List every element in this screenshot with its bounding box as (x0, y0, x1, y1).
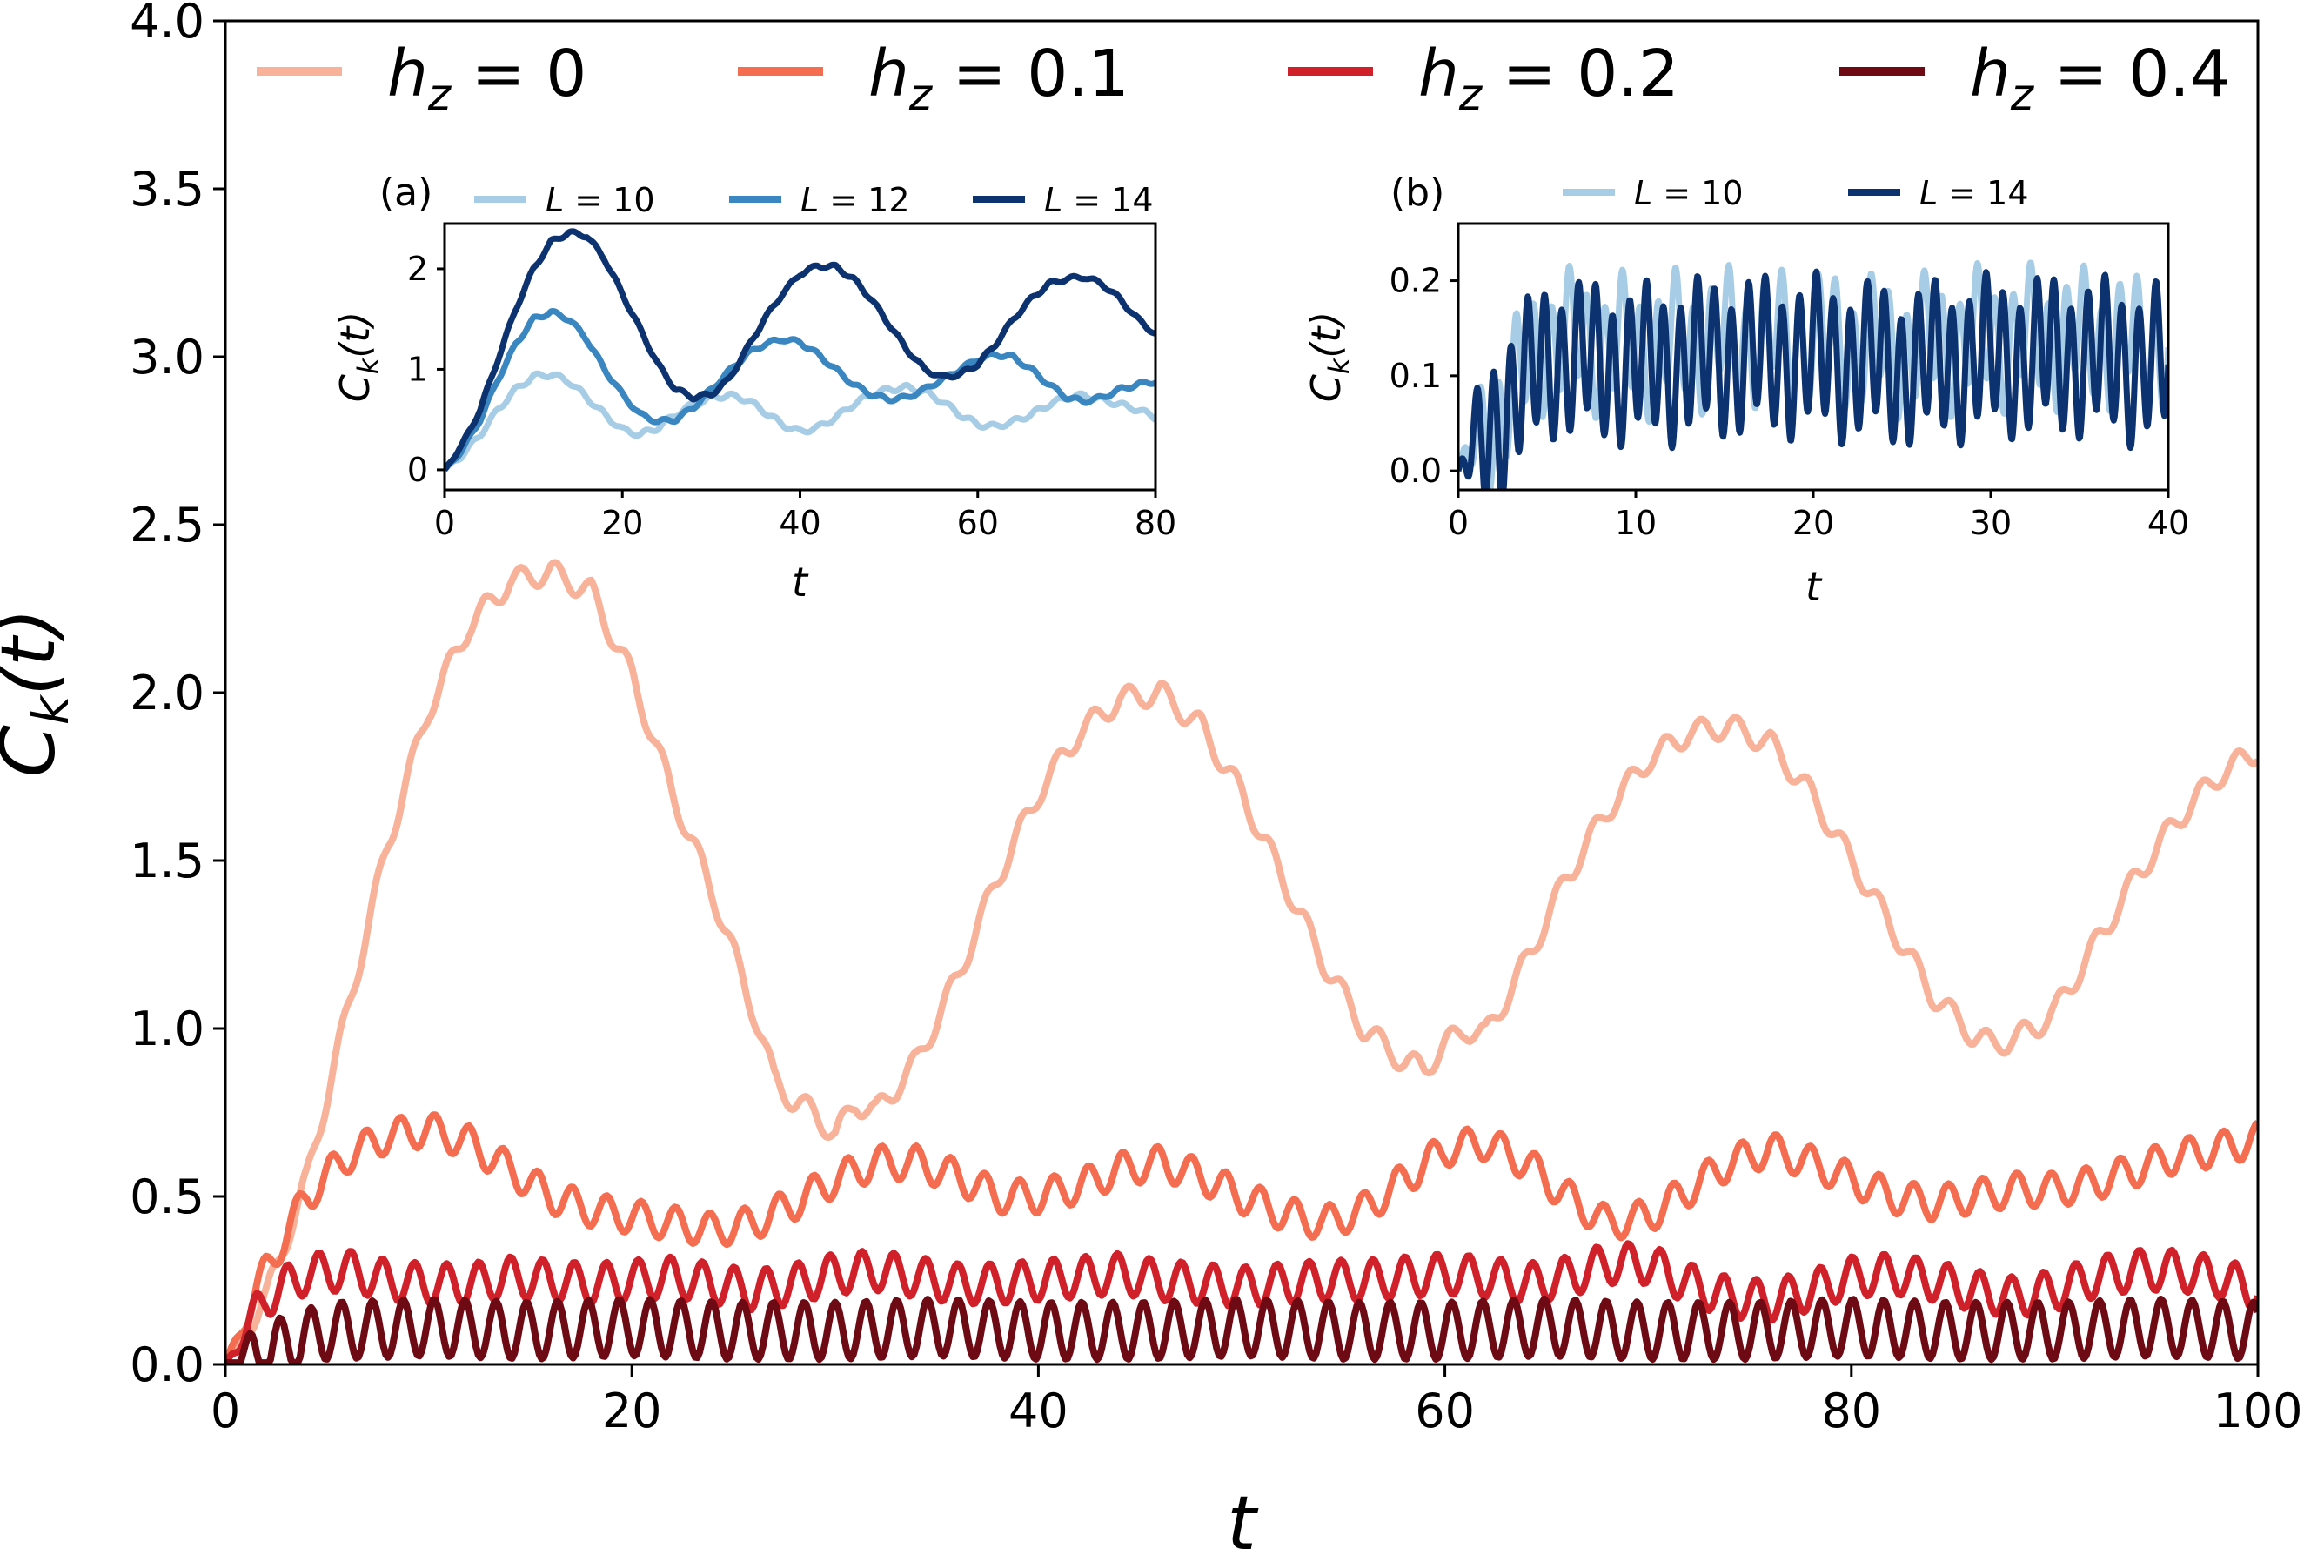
y-tick-label: 1.0 (130, 1002, 204, 1056)
x-tick-label: 20 (602, 1384, 662, 1438)
series-line-L14 (1458, 268, 2168, 490)
y-tick-label: 0.1 (1390, 357, 1442, 395)
x-tick-label: 80 (1135, 504, 1176, 542)
legend-label: hz = 0.4 (1970, 37, 2231, 120)
y-tick-label: 0.2 (1390, 262, 1442, 300)
legend-label: L = 10 (1634, 174, 1744, 212)
inset-a-y-ticks: 0 1 2 (407, 250, 445, 489)
legend-label: hz = 0.1 (868, 37, 1129, 120)
series-line-hz04 (225, 1295, 2258, 1364)
main-x-axis-label: t (1227, 1480, 1259, 1567)
x-tick-label: 20 (601, 504, 643, 542)
x-tick-label: 40 (779, 504, 820, 542)
inset-a-x-ticks: 0 20 40 60 80 (434, 490, 1176, 542)
inset-a-y-axis-label: Ck(t) (332, 312, 385, 403)
x-tick-label: 30 (1970, 504, 2012, 542)
y-tick-label: 2 (407, 250, 428, 288)
inset-a-panel-label: (a) (379, 171, 432, 215)
y-tick-label: 0 (407, 451, 428, 489)
inset-a-x-axis-label: t (792, 559, 809, 606)
inset-a-series-layer (445, 228, 1155, 472)
series-line-hz01 (225, 1111, 2258, 1364)
inset-b-y-axis-label: Ck(t) (1303, 312, 1356, 403)
y-tick-label: 3.0 (130, 330, 204, 385)
series-line-L10 (445, 370, 1155, 472)
main-series-layer (225, 559, 2258, 1364)
series-line-L14 (445, 228, 1155, 472)
inset-b-panel-label: (b) (1390, 171, 1444, 215)
x-tick-label: 10 (1615, 504, 1657, 542)
legend-label: L = 10 (546, 181, 655, 219)
y-tick-label: 2.0 (130, 666, 204, 720)
inset-b-y-ticks: 0.0 0.1 0.2 (1390, 262, 1458, 490)
y-tick-label: 4.0 (130, 0, 204, 49)
inset-a-background (445, 224, 1155, 490)
y-tick-label: 3.5 (130, 162, 204, 217)
main-y-ticks: 0.0 0.5 1.0 1.5 2.0 2.5 3.0 3.5 4.0 (130, 0, 225, 1392)
main-y-axis-label: Ck(t) (0, 608, 80, 777)
inset-b-axes: 0 10 20 30 40 0.00.10.2 (b) t Ck(t) L = 10 L … (1303, 171, 2189, 610)
inset-a-legend: L = 10 L = 12 L = 14 (474, 181, 1154, 219)
legend-label: L = 14 (1919, 174, 2029, 212)
legend-label: L = 14 (1044, 181, 1154, 219)
y-tick-label: 2.5 (130, 498, 204, 553)
y-tick-label: 1 (407, 350, 428, 388)
x-tick-label: 0 (434, 504, 455, 542)
legend-label: L = 12 (800, 181, 910, 219)
inset-b-legend: L = 10 L = 14 (1563, 174, 2029, 212)
main-legend: hz = 0 hz = 0.1 hz = 0.2 hz = 0.4 (257, 37, 2231, 120)
y-tick-label: 0.0 (1390, 452, 1442, 490)
x-tick-label: 20 (1792, 504, 1834, 542)
x-tick-label: 60 (1415, 1384, 1475, 1438)
series-line-hz02 (225, 1240, 2258, 1364)
x-tick-label: 0 (211, 1384, 240, 1438)
series-line-hz0 (225, 559, 2258, 1364)
inset-a-axes: 0 20 40 60 80 012 (a) t Ck(t) L = 10 L = 12 L … (332, 171, 1176, 606)
y-tick-label: 0.5 (130, 1169, 204, 1224)
x-tick-label: 40 (1008, 1384, 1068, 1438)
main-x-ticks: 0 20 40 60 80 100 (211, 1364, 2303, 1438)
x-tick-label: 60 (957, 504, 999, 542)
inset-b-x-axis-label: t (1805, 563, 1823, 610)
y-tick-label: 1.5 (130, 834, 204, 888)
x-tick-label: 100 (2213, 1384, 2302, 1438)
inset-b-x-ticks: 0 10 20 30 40 (1448, 490, 2189, 542)
inset-b-series-layer (1458, 259, 2168, 490)
x-tick-label: 0 (1448, 504, 1469, 542)
legend-label: hz = 0 (387, 37, 586, 120)
x-tick-label: 40 (2147, 504, 2189, 542)
series-line-L12 (445, 308, 1155, 472)
x-tick-label: 80 (1821, 1384, 1881, 1438)
legend-label: hz = 0.2 (1418, 37, 1679, 120)
y-tick-label: 0.0 (130, 1337, 204, 1392)
